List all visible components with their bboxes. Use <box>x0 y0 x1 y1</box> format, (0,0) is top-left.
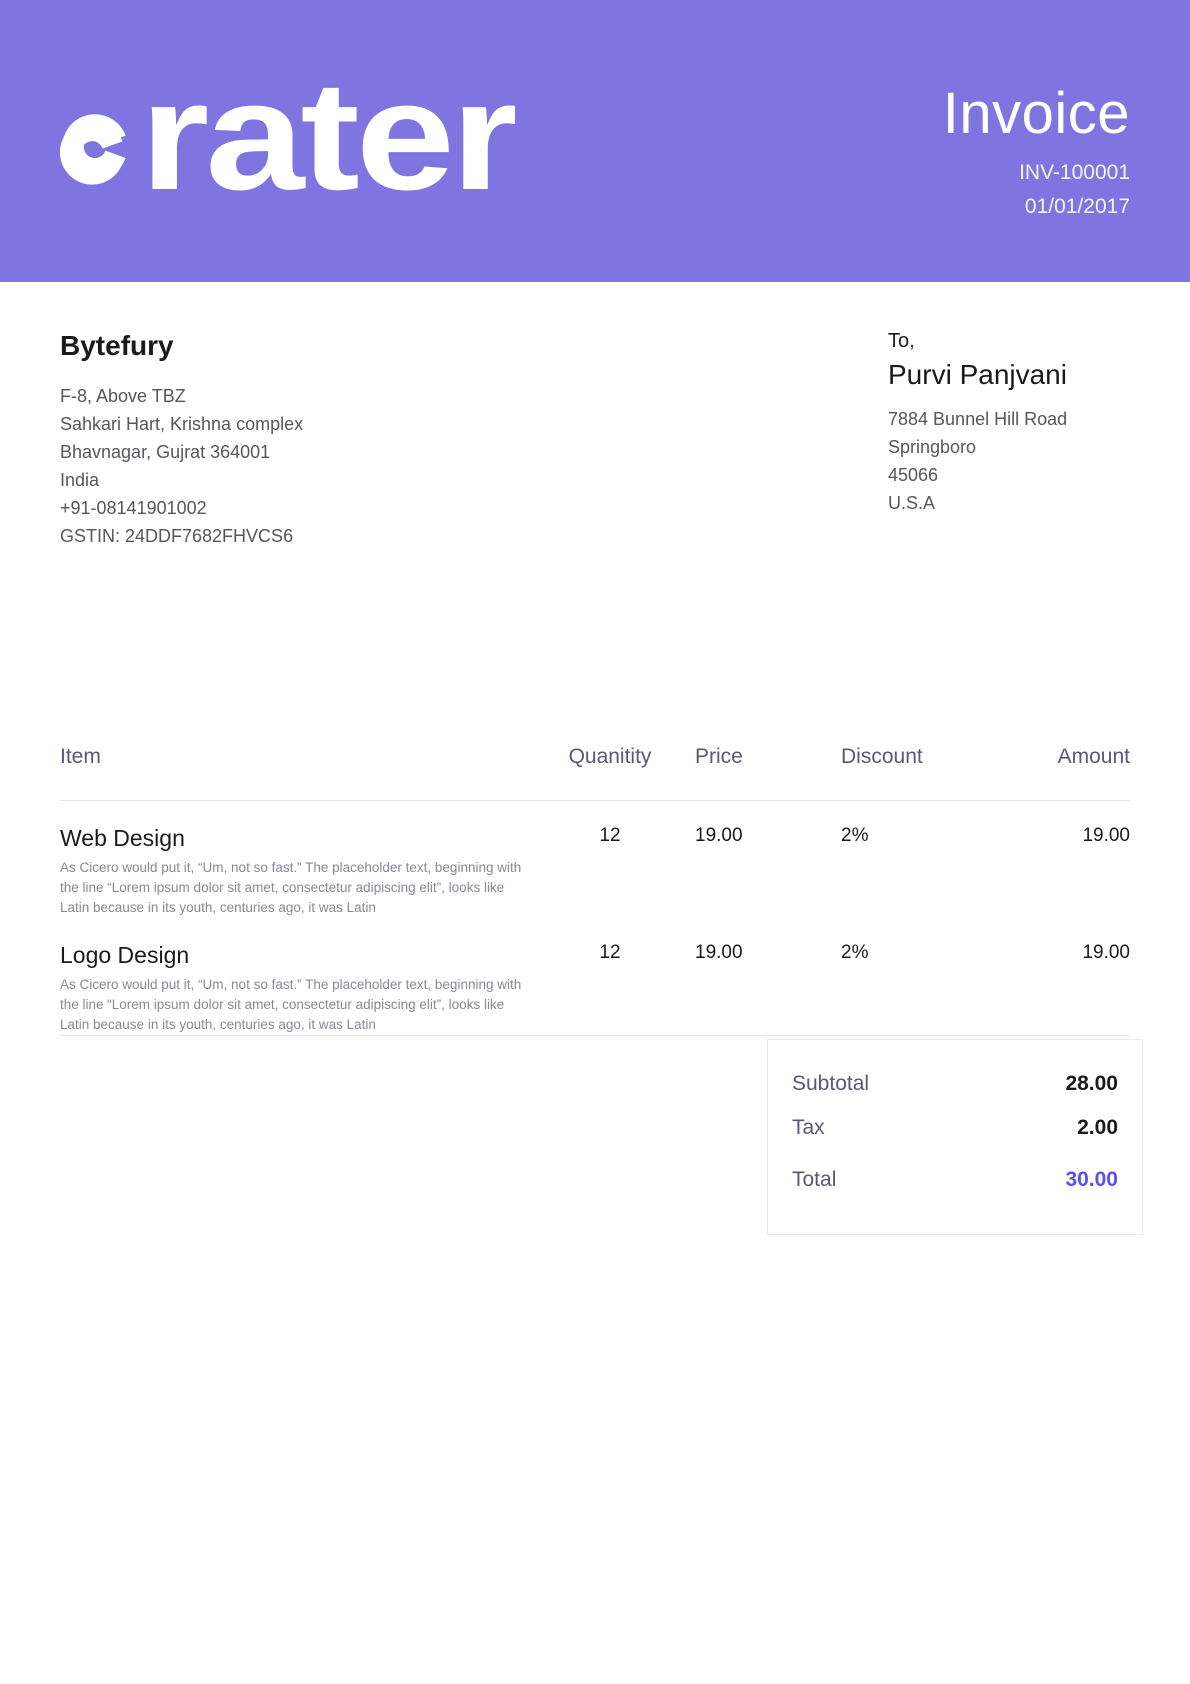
svg-text:rater: rater <box>140 85 515 195</box>
